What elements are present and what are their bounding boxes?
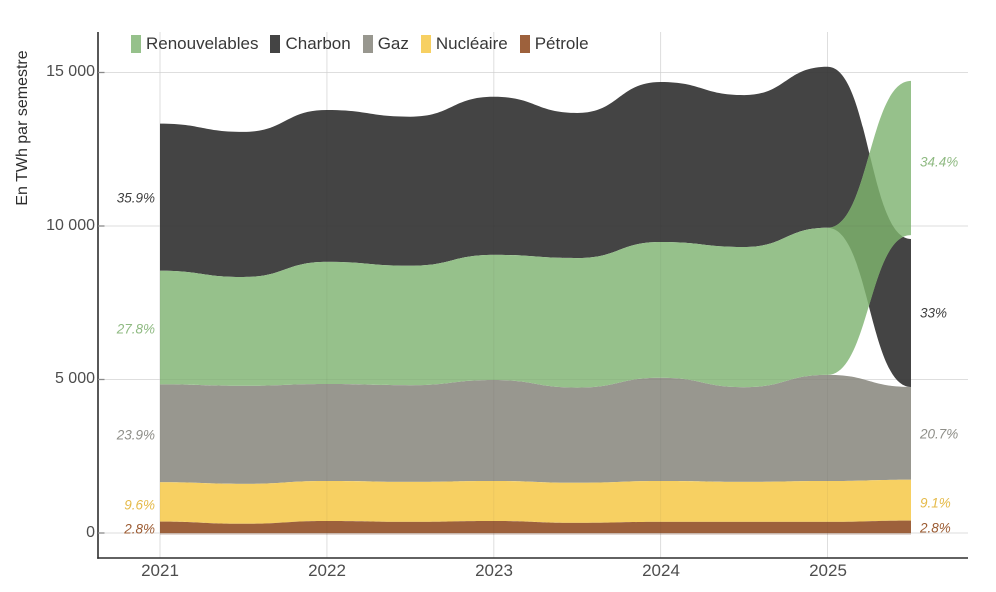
legend: Renouvelables Charbon Gaz Nucléaire Pétr…	[131, 34, 589, 54]
y-tick-5000: 5 000	[54, 370, 95, 387]
pct-label-left-nucleaire: 9.6%	[124, 497, 155, 513]
petrole-swatch-icon	[519, 35, 530, 53]
pct-label-right-charbon: 33%	[920, 305, 948, 321]
legend-label-renouvelables: Renouvelables	[146, 34, 259, 53]
gaz-swatch-icon	[362, 35, 373, 53]
legend-item-gaz[interactable]: Gaz	[362, 34, 409, 54]
pct-label-left-petrole: 2.8%	[124, 521, 155, 537]
area-gaz[interactable]	[160, 374, 911, 484]
area-nucleaire[interactable]	[160, 479, 911, 524]
y-tick-10000: 10 000	[46, 217, 95, 234]
legend-label-gaz: Gaz	[377, 34, 409, 53]
pct-label-right-gaz: 20.7%	[920, 426, 959, 442]
pct-label-right-renouvelables: 34.4%	[920, 154, 959, 170]
legend-label-nucleaire: Nucléaire	[435, 34, 508, 53]
x-tick-2025: 2025	[809, 561, 847, 580]
pct-label-left-renouvelables: 27.8%	[116, 321, 155, 337]
legend-item-nucleaire[interactable]: Nucléaire	[420, 34, 508, 54]
x-tick-2021: 2021	[141, 561, 179, 580]
renouvelables-swatch-icon	[131, 35, 141, 53]
pct-label-left-charbon: 35.9%	[116, 190, 155, 206]
y-axis-title: En TWh par semestre	[14, 50, 31, 206]
area-charbon[interactable]	[160, 66, 911, 387]
legend-item-renouvelables[interactable]: Renouvelables	[131, 34, 258, 54]
nucleaire-swatch-icon	[420, 35, 431, 53]
x-tick-2023: 2023	[475, 561, 513, 580]
x-tick-2022: 2022	[308, 561, 346, 580]
charbon-swatch-icon	[270, 35, 281, 53]
legend-item-charbon[interactable]: Charbon	[270, 34, 351, 54]
legend-item-petrole[interactable]: Pétrole	[519, 34, 589, 54]
legend-label-petrole: Pétrole	[534, 34, 589, 53]
area-overlap-renouvelables-charbon	[830, 154, 903, 305]
area-petrole[interactable]	[160, 520, 911, 533]
legend-label-charbon: Charbon	[285, 34, 351, 53]
y-tick-0: 0	[86, 524, 95, 541]
y-tick-15000: 15 000	[46, 63, 95, 80]
pct-label-right-petrole: 2.8%	[920, 520, 951, 536]
pct-label-right-nucleaire: 9.1%	[920, 495, 951, 511]
area-renouvelables[interactable]	[160, 80, 911, 388]
pct-label-left-gaz: 23.9%	[116, 427, 155, 443]
x-tick-2024: 2024	[642, 561, 680, 580]
